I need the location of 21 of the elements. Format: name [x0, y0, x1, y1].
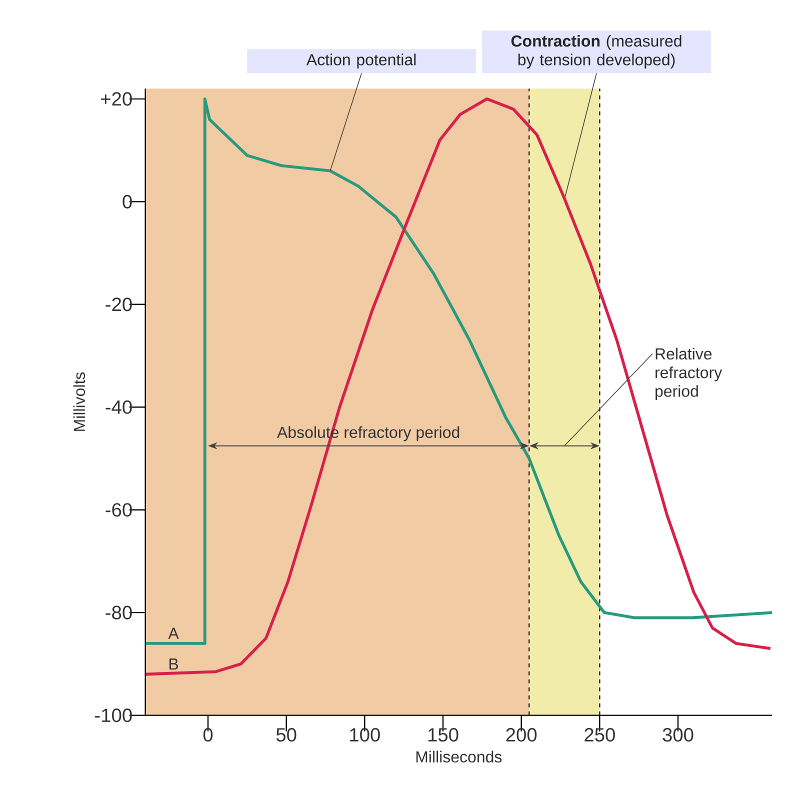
y-tick-label: -60: [106, 503, 132, 517]
annotation: Action potential: [306, 54, 416, 69]
y-tick-label: -80: [106, 606, 132, 620]
band-label: Relative refractory period: [656, 348, 722, 400]
x-tick-label: 250: [584, 728, 615, 742]
y-tick-label: 0: [122, 194, 132, 208]
x-tick-label: 0: [203, 728, 213, 742]
x-tick-label: 100: [350, 728, 380, 742]
series-label: B: [170, 658, 178, 670]
y-tick-label: -100: [95, 708, 132, 722]
y-tick-label: -40: [106, 400, 132, 414]
x-tick-label: 50: [276, 728, 296, 742]
series-label: A: [168, 628, 179, 639]
x-tick-label: 200: [506, 728, 537, 742]
annotation: Contraction (measured by tension developed): [511, 34, 682, 69]
x-axis-title: Milliseconds: [416, 750, 502, 763]
x-tick-label: 150: [428, 728, 458, 742]
x-tick-label: 300: [662, 728, 694, 742]
y-tick-label: -20: [106, 298, 132, 312]
y-tick-label: +20: [101, 92, 132, 106]
y-axis-title: Millivolts: [73, 372, 86, 431]
